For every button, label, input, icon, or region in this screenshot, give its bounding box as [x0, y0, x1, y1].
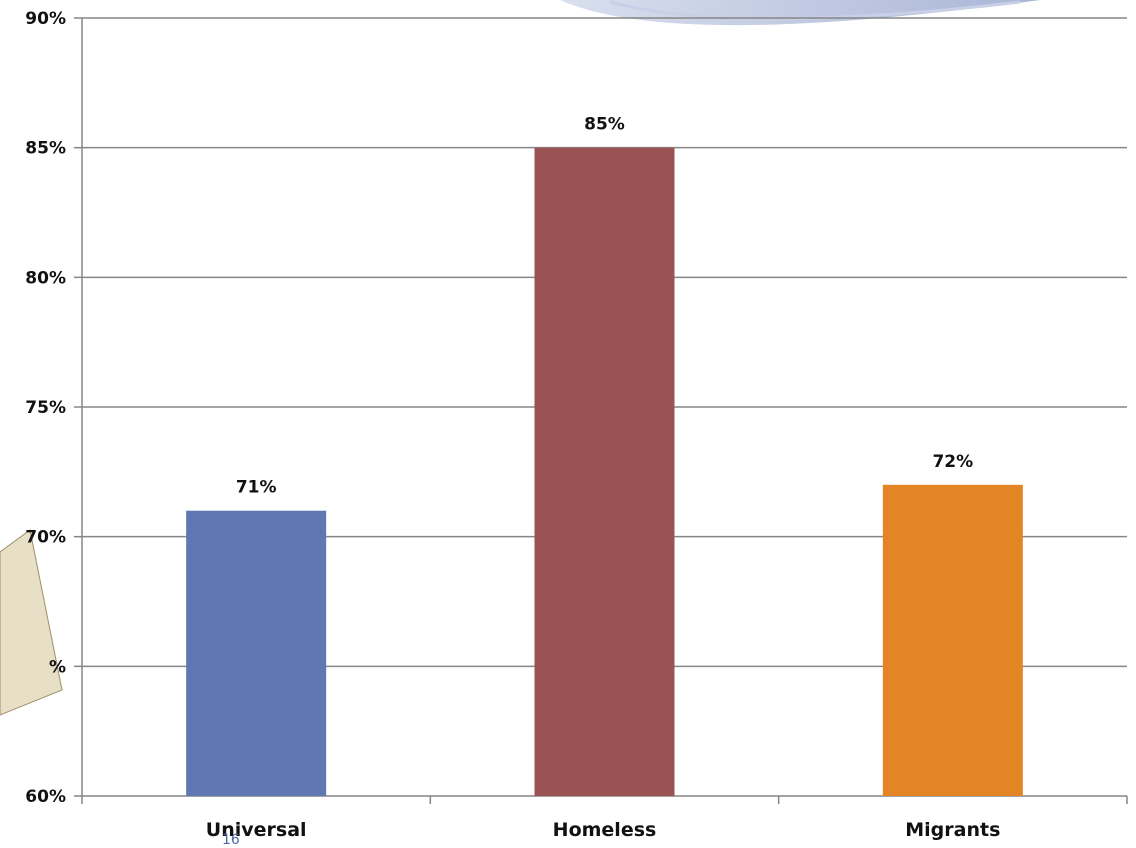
data-labels: 71% 85% 72% [236, 115, 973, 498]
bar-universal [186, 510, 327, 796]
bar-homeless [534, 147, 675, 796]
bar-migrants [882, 484, 1023, 796]
y-tick-label: 75% [25, 398, 66, 418]
decorative-swoosh [560, 0, 1040, 26]
data-label: 71% [236, 478, 277, 498]
y-tick-label: 70% [25, 528, 66, 548]
y-tick-label: 85% [25, 139, 66, 159]
data-label: 72% [932, 452, 973, 472]
category-label: Homeless [553, 819, 657, 841]
y-tick-label: % [49, 657, 66, 677]
y-tick-label: 80% [25, 268, 66, 288]
data-label: 85% [584, 115, 625, 135]
bars [186, 147, 1023, 796]
slide-number: 16 [222, 832, 240, 848]
y-axis-tick-labels: 60%% 70% 75% 80% 85% 90% [25, 9, 66, 807]
category-label: Migrants [905, 819, 1000, 841]
decorative-paper-image [0, 529, 63, 716]
category-label: Universal [206, 819, 307, 841]
y-tick-label: 60% [25, 787, 66, 807]
y-tick-label: 90% [25, 9, 66, 29]
x-axis-category-labels: Universal Homeless Migrants [206, 819, 1001, 841]
